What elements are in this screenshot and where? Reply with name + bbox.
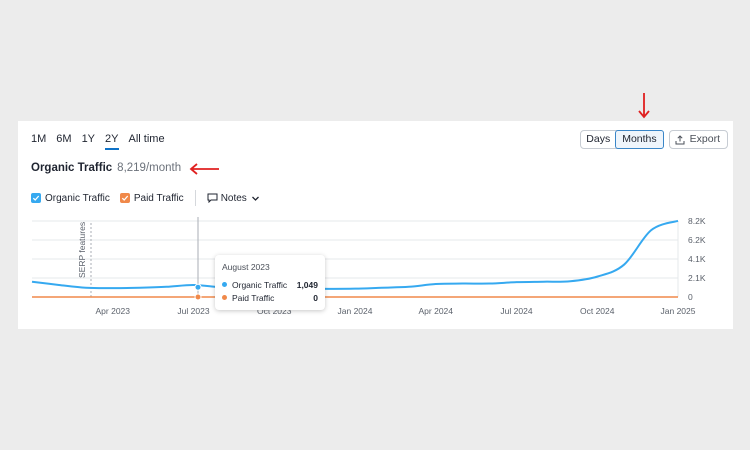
x-tick-label: Apr 2024 (419, 306, 454, 316)
y-axis-ticks: 8.2K 6.2K 4.1K 2.1K 0 (688, 216, 706, 302)
legend-paid-label: Paid Traffic (133, 192, 184, 204)
chart-grid (32, 220, 679, 298)
x-tick-label: Apr 2023 (96, 306, 131, 316)
export-icon (675, 134, 685, 144)
organic-checkbox[interactable] (31, 193, 41, 203)
paid-checkbox[interactable] (119, 193, 130, 203)
chart-series (31, 219, 679, 301)
tooltip-organic-value: 1,049 (296, 279, 318, 290)
export-label: Export (689, 133, 720, 145)
export-button[interactable]: Export (668, 130, 728, 149)
range-selector: 1M 6M 1Y 2Y All time (31, 133, 175, 150)
granularity-toggle: Days Months (580, 130, 664, 149)
x-axis-ticks: Apr 2023 Jul 2023 Oct 2023 Jan 2024 Apr 2024… (96, 306, 696, 316)
legend-paid-traffic[interactable]: Paid Traffic (119, 192, 184, 204)
chevron-down-icon (251, 196, 259, 201)
note-icon (207, 193, 218, 203)
y-tick-label: 8.2K (688, 216, 706, 226)
paid-dot (222, 295, 227, 300)
range-1y[interactable]: 1Y (81, 133, 96, 145)
notes-label: Notes (220, 192, 247, 204)
y-tick-label: 6.2K (688, 235, 706, 245)
y-tick-label: 4.1K (688, 254, 706, 264)
x-tick-label: Jan 2024 (338, 306, 373, 316)
organic-dot (222, 282, 227, 287)
x-tick-label: Jan 2025 (661, 306, 696, 316)
tooltip-organic-name: Organic Traffic (232, 279, 288, 290)
x-tick-label: Jul 2023 (177, 306, 209, 316)
traffic-chart[interactable]: SERP features 8.2K 6.2K 4.1K 2.1K 0 Apr 2023… (18, 121, 733, 329)
range-1m[interactable]: 1M (31, 133, 47, 145)
tooltip-paid-name: Paid Traffic (232, 292, 275, 303)
legend-organic-traffic[interactable]: Organic Traffic (31, 193, 110, 204)
range-all-time[interactable]: All time (128, 133, 165, 145)
x-tick-label: Oct 2024 (580, 306, 615, 316)
arrow-down-icon (638, 93, 650, 119)
chart-title: Organic Traffic (31, 162, 113, 174)
range-6m[interactable]: 6M (56, 133, 72, 145)
serp-features-label: SERP features (77, 222, 87, 278)
days-button[interactable]: Days (586, 133, 611, 145)
organic-traffic-widget: 1M 6M 1Y 2Y All time Days Months Export … (18, 121, 733, 329)
tooltip-row-paid: Paid Traffic 0 (222, 291, 318, 304)
range-2y[interactable]: 2Y (105, 133, 119, 150)
months-button[interactable]: Months (615, 130, 664, 149)
chart-legend: Organic Traffic Paid Traffic Notes (31, 190, 263, 206)
check-icon (32, 195, 40, 201)
y-tick-label: 2.1K (688, 273, 706, 283)
x-tick-label: Oct 2023 (257, 306, 292, 316)
traffic-value: 8,219/month (117, 162, 182, 174)
tooltip-date: August 2023 (222, 262, 270, 272)
chart-tooltip: August 2023 Organic Traffic 1,049 Paid T… (215, 255, 325, 310)
check-icon (121, 195, 129, 201)
title-row: Organic Traffic 8,219/month (31, 162, 181, 174)
tooltip-paid-value: 0 (313, 292, 318, 303)
paid-hover-point (194, 293, 202, 301)
chart-controls: Days Months Export (580, 130, 728, 149)
organic-traffic-line (31, 219, 679, 290)
serp-features-annotation: SERP features (77, 222, 92, 297)
organic-hover-point (194, 283, 202, 291)
legend-organic-label: Organic Traffic (45, 192, 110, 204)
notes-dropdown[interactable]: Notes (207, 193, 263, 204)
tooltip-row-organic: Organic Traffic 1,049 (222, 278, 318, 291)
x-tick-label: Jul 2024 (500, 306, 532, 316)
y-tick-label: 0 (688, 292, 693, 302)
arrow-left-icon (189, 163, 219, 175)
legend-divider (194, 190, 196, 206)
